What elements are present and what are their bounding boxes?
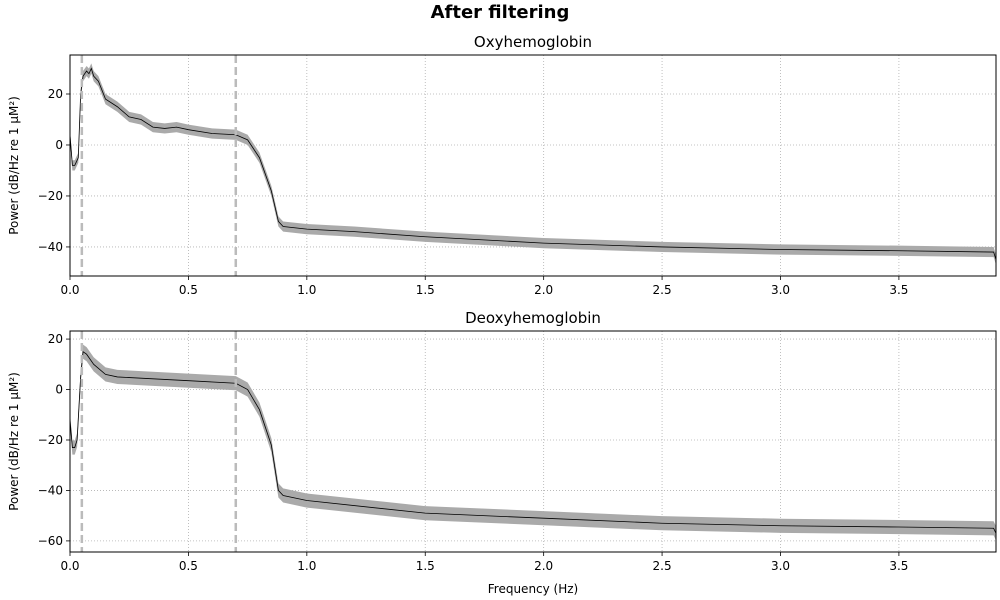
y-tick-label: 0 <box>55 383 63 397</box>
axes-frame <box>69 54 997 277</box>
y-axis-label: Power (dB/Hz re 1 µM²) <box>7 372 21 511</box>
x-tick-label: 2.0 <box>534 559 553 573</box>
x-tick-label: 0.0 <box>60 283 79 297</box>
figure-title: After filtering <box>430 2 570 23</box>
y-tick-label: −20 <box>38 433 63 447</box>
y-tick-label: 20 <box>48 332 63 346</box>
x-tick-label: 0.5 <box>179 559 198 573</box>
x-tick-label: 1.0 <box>297 559 316 573</box>
x-axis-label: Frequency (Hz) <box>488 582 579 596</box>
psd-line <box>70 67 996 260</box>
std-band <box>70 344 996 541</box>
subplot-0: 0.0 0.5 1.0 1.5 2.0 2.5 3.0 3.5 20 0 −20 −40 Oxyhemo… <box>7 33 997 297</box>
x-tick-label: 2.5 <box>653 283 672 297</box>
x-tick-label: 3.5 <box>889 559 908 573</box>
y-axis-label: Power (dB/Hz re 1 µM²) <box>7 96 21 235</box>
x-tick-label: 1.5 <box>416 283 435 297</box>
subplot-title: Oxyhemoglobin <box>474 33 592 51</box>
y-tick-label: 20 <box>48 87 63 101</box>
x-tick-label: 3.0 <box>771 283 790 297</box>
subplot-title: Deoxyhemoglobin <box>465 309 601 327</box>
y-tick-label: 0 <box>55 138 63 152</box>
y-tick-label: −20 <box>38 189 63 203</box>
x-tick-label: 3.5 <box>889 283 908 297</box>
y-tick-label: −40 <box>38 240 63 254</box>
axes-frame <box>69 330 997 553</box>
x-tick-label: 1.5 <box>416 559 435 573</box>
x-tick-label: 1.0 <box>297 283 316 297</box>
x-tick-label: 3.0 <box>771 559 790 573</box>
x-tick-label: 0.5 <box>179 283 198 297</box>
x-tick-label: 2.5 <box>653 559 672 573</box>
y-tick-label: −60 <box>38 534 63 548</box>
subplot-1: 0.0 0.5 1.0 1.5 2.0 2.5 3.0 3.5 20 0 −20 −40 −60 Deox… <box>7 309 997 596</box>
x-tick-label: 2.0 <box>534 283 553 297</box>
y-tick-label: −40 <box>38 483 63 497</box>
x-tick-label: 0.0 <box>60 559 79 573</box>
